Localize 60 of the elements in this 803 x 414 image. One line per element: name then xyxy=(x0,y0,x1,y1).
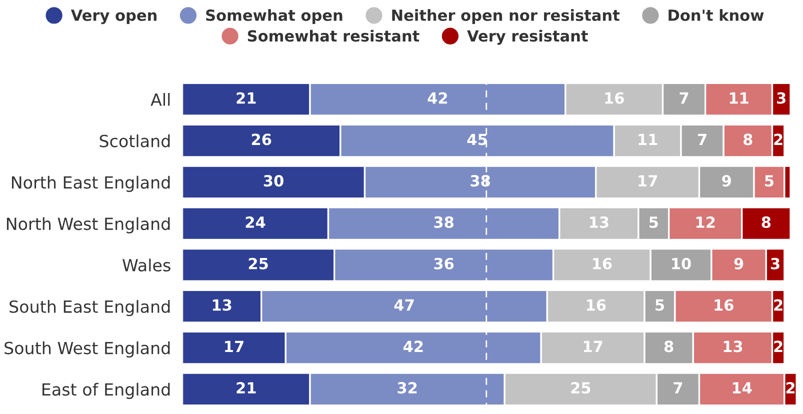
y-tick-label: Wales xyxy=(122,258,170,272)
data-label: 2 xyxy=(774,299,782,311)
data-label: 17 xyxy=(638,175,657,186)
data-label: 13 xyxy=(212,299,232,311)
data-label: 17 xyxy=(225,340,244,352)
y-tick-label: All xyxy=(150,93,170,106)
y-tick-label: South East England xyxy=(10,300,170,316)
data-label: 3 xyxy=(777,92,786,104)
data-label: 30 xyxy=(264,175,284,187)
data-label: 42 xyxy=(403,340,423,352)
data-label: 5 xyxy=(650,216,658,228)
data-label: 8 xyxy=(744,134,752,146)
data-label: 2 xyxy=(774,340,782,352)
data-label: 25 xyxy=(248,258,268,270)
data-label: 36 xyxy=(434,258,454,270)
data-label: 21 xyxy=(236,92,256,104)
data-label: 45 xyxy=(467,134,487,146)
y-tick-label: Scotland xyxy=(100,134,170,148)
y-tick-label: South West England xyxy=(4,341,170,358)
data-label: 13 xyxy=(590,216,608,228)
legend-label: Don't know xyxy=(668,9,764,21)
data-label: 17 xyxy=(584,340,602,352)
data-label: 2 xyxy=(774,134,782,145)
legend-label: Very open xyxy=(70,10,156,24)
legend-label: Very resistant xyxy=(467,30,588,45)
data-label: 7 xyxy=(680,92,688,104)
data-label: 32 xyxy=(398,382,417,394)
y-tick-label: East of England xyxy=(42,382,170,399)
data-label: 12 xyxy=(696,216,715,228)
data-label: 5 xyxy=(765,175,774,187)
legend-label: Somewhat resistant xyxy=(248,30,420,42)
data-label: 9 xyxy=(734,258,744,270)
data-label: 16 xyxy=(605,92,624,104)
data-label: 26 xyxy=(252,134,272,146)
data-label: 16 xyxy=(714,299,734,311)
data-label: 16 xyxy=(586,299,606,311)
data-label: 11 xyxy=(730,92,748,104)
data-label: 42 xyxy=(428,92,448,104)
data-label: 3 xyxy=(770,258,780,270)
data-label: 21 xyxy=(236,382,256,394)
data-label: 24 xyxy=(246,216,266,228)
data-label: 11 xyxy=(638,134,658,145)
data-label: 16 xyxy=(593,258,612,270)
data-label: 38 xyxy=(434,216,454,228)
legend-label: Somewhat open xyxy=(206,9,342,24)
data-label: 5 xyxy=(656,299,664,311)
data-label: 47 xyxy=(394,299,414,311)
data-label: 25 xyxy=(571,382,590,394)
data-label: 9 xyxy=(722,175,731,187)
data-label: 7 xyxy=(698,134,706,145)
data-label: 14 xyxy=(732,382,752,394)
data-label: 8 xyxy=(762,216,771,228)
data-label: 7 xyxy=(674,382,682,394)
data-label: 13 xyxy=(724,340,742,352)
data-label: 10 xyxy=(672,258,691,270)
legend-label: Neither open nor resistant xyxy=(392,9,620,24)
y-tick-label: North East England xyxy=(12,176,170,192)
y-tick-label: North West England xyxy=(6,217,170,234)
data-label: 8 xyxy=(664,340,674,352)
data-label: 2 xyxy=(786,382,794,394)
